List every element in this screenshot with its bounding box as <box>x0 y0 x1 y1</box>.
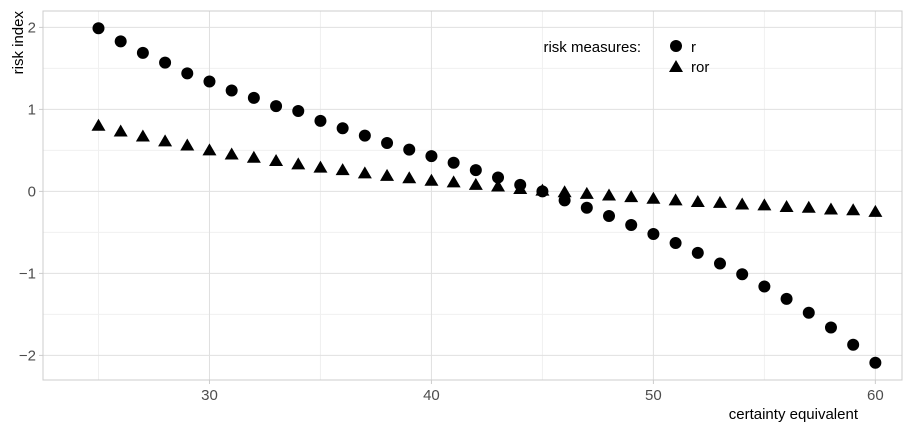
point-ror <box>823 202 838 215</box>
point-ror <box>801 200 816 213</box>
point-r <box>159 56 172 69</box>
point-ror <box>624 190 639 203</box>
point-r <box>358 129 371 142</box>
point-ror <box>313 160 328 173</box>
point-r <box>403 143 416 156</box>
point-ror <box>291 157 306 170</box>
point-r <box>492 171 505 184</box>
point-ror <box>202 143 217 156</box>
point-r <box>625 219 638 232</box>
point-ror <box>535 183 550 196</box>
point-ror <box>868 204 883 217</box>
point-r <box>691 246 704 259</box>
grid-lines <box>43 11 902 380</box>
point-ror <box>757 198 772 211</box>
x-tick-label: 50 <box>645 387 662 404</box>
point-r <box>247 91 260 104</box>
point-r <box>381 137 394 150</box>
y-tick-label: −1 <box>19 265 36 282</box>
point-r <box>713 257 726 270</box>
point-ror <box>468 177 483 190</box>
point-ror <box>513 181 528 194</box>
point-r <box>669 237 682 250</box>
point-ror <box>135 129 150 142</box>
point-r <box>758 280 771 293</box>
point-ror <box>180 138 195 151</box>
plot-panel-border <box>42 10 903 381</box>
point-r <box>647 228 660 241</box>
legend-key-ror-triangle <box>669 60 683 72</box>
point-ror <box>380 168 395 181</box>
legend-label-r: r <box>691 39 696 56</box>
y-tick-label: 2 <box>28 19 36 36</box>
point-ror <box>113 124 128 137</box>
point-ror <box>491 179 506 192</box>
point-ror <box>735 197 750 210</box>
point-r <box>336 122 349 135</box>
point-ror <box>158 134 173 147</box>
point-ror <box>579 186 594 199</box>
point-ror <box>690 195 705 208</box>
point-r <box>314 114 327 127</box>
x-tick-label: 40 <box>423 387 440 404</box>
x-axis: 30 40 50 60 <box>201 380 884 404</box>
x-tick-label: 60 <box>867 387 884 404</box>
point-r <box>780 292 793 305</box>
point-ror <box>779 199 794 212</box>
x-tick-label: 30 <box>201 387 218 404</box>
point-ror <box>357 166 372 179</box>
series-r <box>92 22 882 369</box>
point-r <box>469 164 482 177</box>
y-axis: −2 −1 0 1 2 <box>19 19 43 364</box>
point-r <box>225 84 238 97</box>
point-r <box>136 46 149 59</box>
y-tick-label: 0 <box>28 183 36 200</box>
point-r <box>181 67 194 80</box>
point-ror <box>91 118 106 131</box>
point-ror <box>712 195 727 208</box>
y-tick-label: −2 <box>19 347 36 364</box>
y-axis-title: risk index <box>10 11 27 75</box>
y-tick-label: 1 <box>28 101 36 118</box>
point-ror <box>846 203 861 216</box>
point-ror <box>224 147 239 160</box>
point-r <box>447 156 460 169</box>
point-r <box>92 22 105 35</box>
point-r <box>847 338 860 351</box>
point-r <box>114 35 127 48</box>
series-ror <box>91 118 883 217</box>
point-r <box>270 100 283 113</box>
point-r <box>203 75 216 88</box>
point-ror <box>446 175 461 188</box>
point-ror <box>557 185 572 198</box>
point-ror <box>602 188 617 201</box>
point-ror <box>335 163 350 176</box>
point-ror <box>246 150 261 163</box>
point-r <box>292 105 305 118</box>
point-r <box>603 210 616 222</box>
x-axis-title: certainty equivalent <box>729 406 859 423</box>
data-marks <box>91 22 883 369</box>
point-ror <box>269 154 284 167</box>
legend-key-r-circle <box>670 40 682 52</box>
point-r <box>580 201 593 214</box>
point-r <box>869 356 882 369</box>
legend-title: risk measures: <box>543 39 641 56</box>
point-ror <box>646 191 661 204</box>
legend-label-ror: ror <box>691 59 709 76</box>
point-r <box>558 194 571 207</box>
point-r <box>824 321 837 334</box>
point-ror <box>668 193 683 206</box>
point-ror <box>402 171 417 184</box>
point-ror <box>424 173 439 186</box>
point-r <box>802 306 815 319</box>
point-r <box>736 268 749 281</box>
point-r <box>425 150 438 163</box>
legend: risk measures: r ror <box>543 39 709 76</box>
